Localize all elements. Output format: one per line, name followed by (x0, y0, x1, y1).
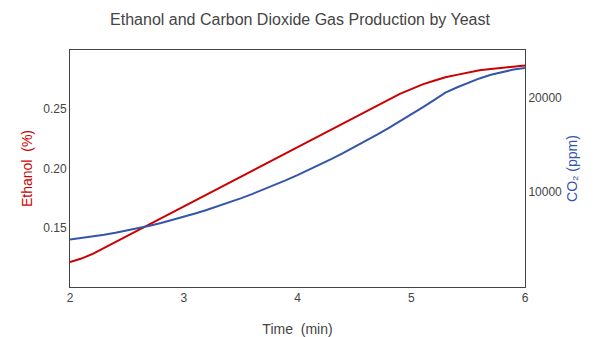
svg-text:Time (min): Time (min) (262, 321, 332, 337)
svg-text:10000: 10000 (528, 185, 562, 199)
svg-text:0.25: 0.25 (43, 102, 67, 116)
svg-text:0.20: 0.20 (43, 162, 67, 176)
svg-text:Ethanol (%): Ethanol (%) (19, 130, 35, 207)
svg-text:Ethanol and Carbon Dioxide Gas: Ethanol and Carbon Dioxide Gas Productio… (110, 11, 490, 28)
svg-text:20000: 20000 (528, 91, 562, 105)
svg-text:4: 4 (294, 291, 301, 305)
svg-text:6: 6 (522, 291, 529, 305)
svg-text:0.15: 0.15 (43, 221, 67, 235)
svg-text:2: 2 (67, 291, 74, 305)
svg-text:5: 5 (408, 291, 415, 305)
svg-text:CO₂ (ppm): CO₂ (ppm) (564, 135, 580, 202)
svg-text:3: 3 (180, 291, 187, 305)
